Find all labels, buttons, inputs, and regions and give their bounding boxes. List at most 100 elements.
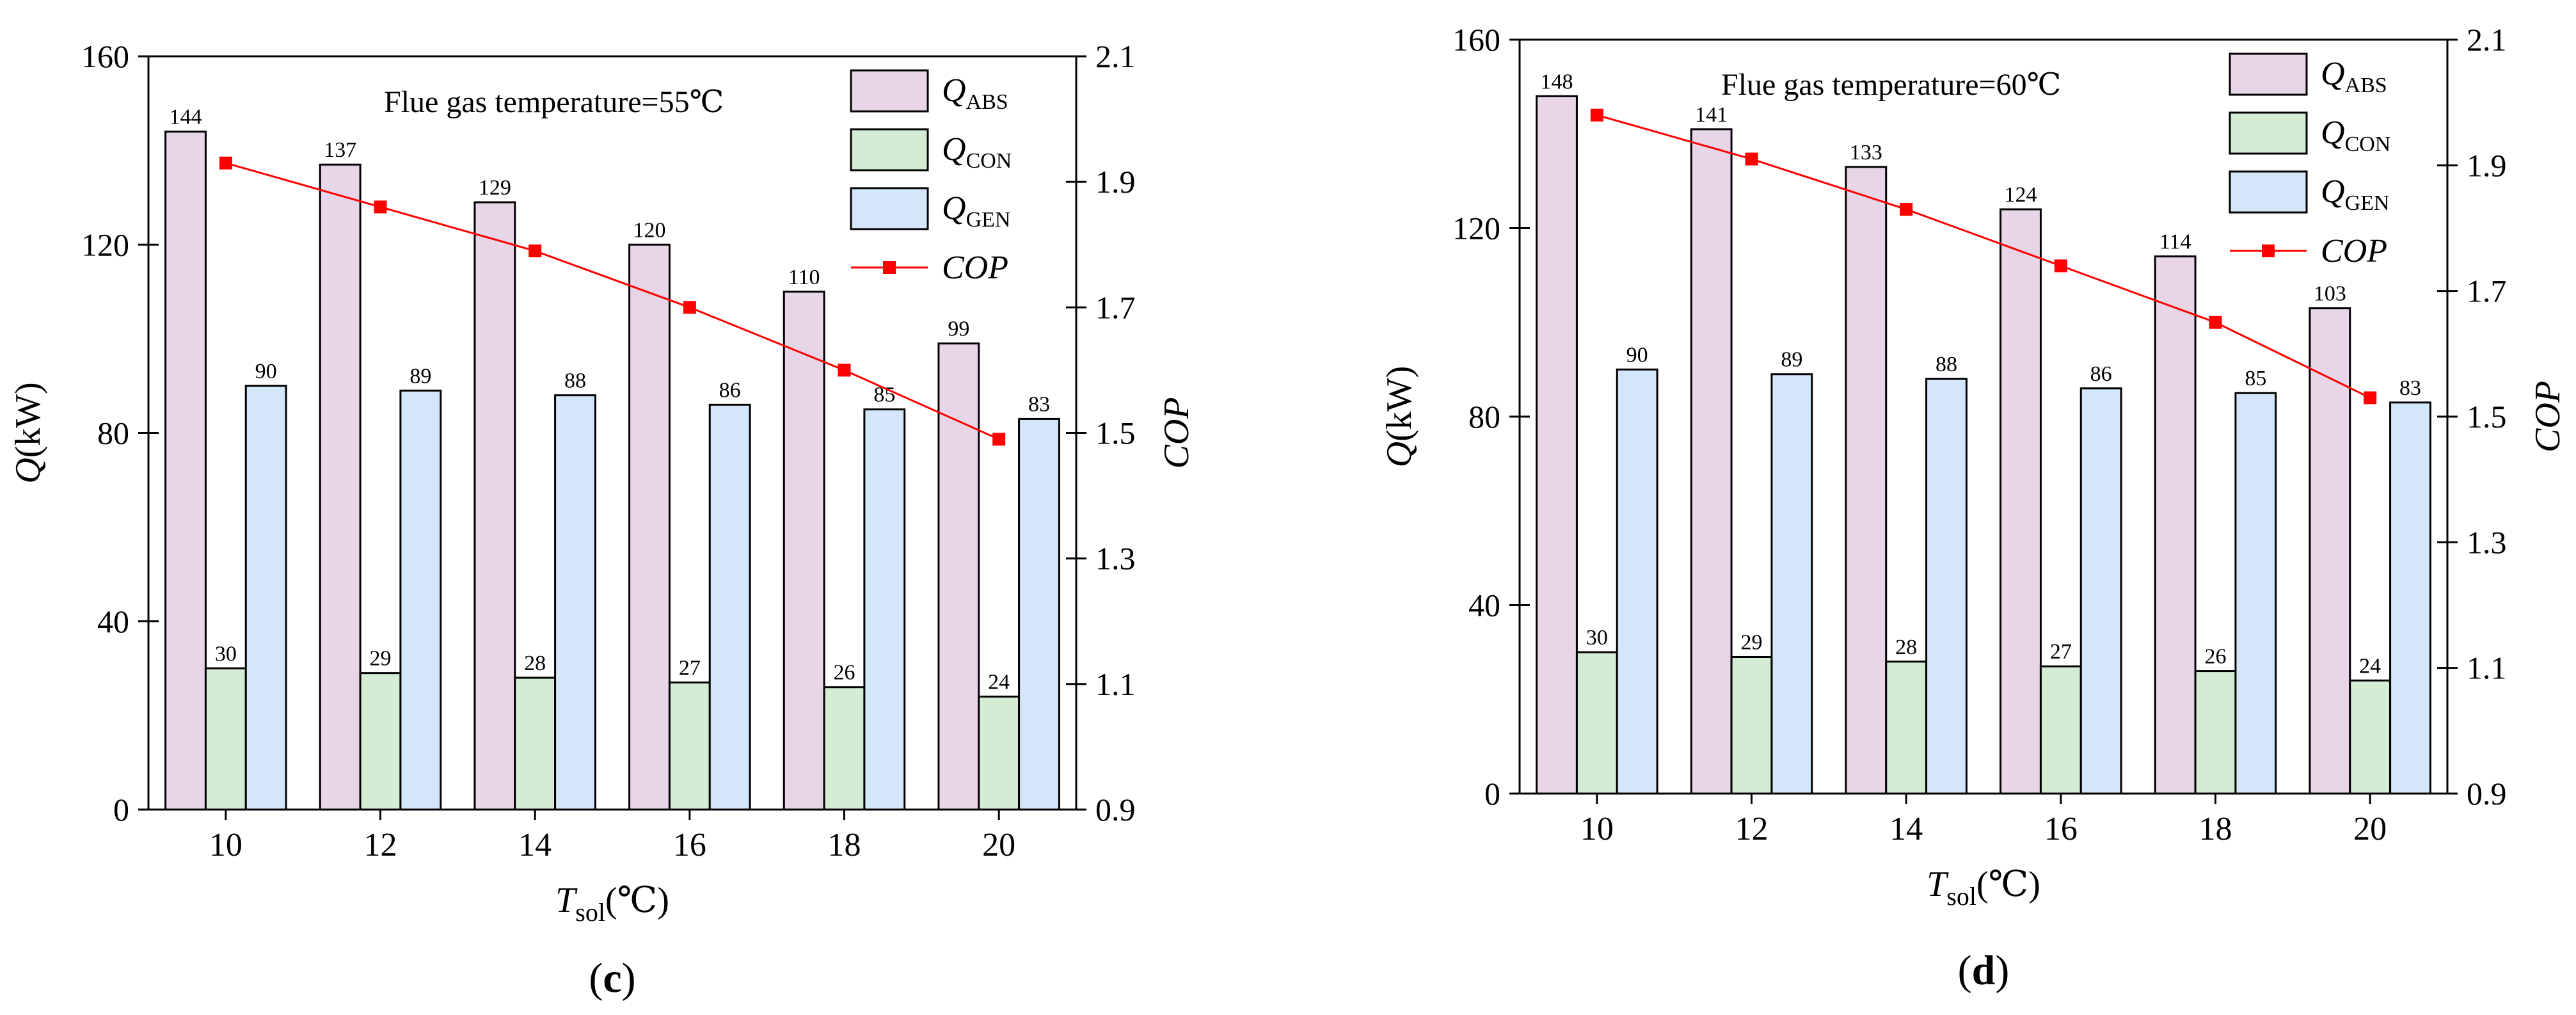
legend-label-sub: CON [966, 149, 1012, 173]
y-tick-label-right: 1.9 [2467, 147, 2507, 183]
data-label-con-18: 26 [834, 661, 855, 685]
data-label-con-20: 24 [2359, 654, 2381, 678]
bar-abs-10 [164, 131, 207, 811]
cop-marker-10 [219, 156, 232, 170]
bar-abs-18 [2154, 255, 2197, 795]
bar-con-12 [1730, 655, 1773, 795]
bar-gen-12 [1770, 373, 1813, 795]
bar-gen-20 [2389, 401, 2431, 795]
data-label-con-20: 24 [988, 670, 1010, 694]
data-label-gen-18: 85 [873, 383, 895, 407]
bar-gen-10 [1616, 368, 1658, 795]
bar-gen-18 [863, 408, 906, 811]
panel-label-letter: c [603, 955, 621, 1002]
cop-marker-16 [2054, 259, 2067, 273]
legend-swatch-con [2229, 111, 2308, 155]
legend-label-gen: QGEN [942, 190, 1010, 232]
y-axis-label-left-unit: (kW) [8, 382, 48, 458]
bar-con-18 [823, 686, 866, 811]
x-tick-label: 10 [1580, 811, 1614, 847]
x-axis-label-sub: sol [575, 898, 605, 927]
legend-label-sub: ABS [966, 90, 1008, 114]
cop-marker-20 [2364, 391, 2377, 404]
data-label-gen-16: 86 [719, 378, 741, 402]
y-tick-label-left: 40 [1468, 587, 1500, 623]
bar-abs-16 [628, 243, 671, 811]
bar-gen-10 [244, 385, 287, 811]
legend-label-sub: GEN [2345, 191, 2390, 215]
legend-label-cop: COP [2321, 233, 2387, 269]
legend-label-cop: COP [942, 250, 1008, 286]
legend-label-main: Q [2321, 173, 2345, 210]
cop-marker-12 [374, 200, 387, 214]
data-label-abs-14: 129 [479, 176, 511, 200]
x-tick-label: 14 [1889, 811, 1923, 847]
bar-con-20 [978, 695, 1021, 811]
data-label-con-10: 30 [1586, 626, 1608, 650]
legend-label-gen: QGEN [2321, 173, 2389, 215]
data-label-gen-16: 86 [2090, 362, 2112, 386]
x-tick-label: 12 [364, 827, 397, 863]
x-axis-label: Tsol(℃) [1927, 865, 2040, 911]
y-tick-label-left: 40 [97, 603, 129, 639]
data-label-gen-10: 90 [255, 360, 277, 383]
legend-swatch-con [850, 128, 929, 172]
data-label-gen-14: 88 [564, 369, 586, 393]
data-label-gen-20: 83 [1028, 392, 1050, 416]
legend-label-sub: CON [2345, 132, 2391, 156]
x-tick-label: 16 [673, 827, 706, 863]
panel-label-close: ) [622, 955, 636, 1002]
legend-label-main: Q [2321, 56, 2345, 92]
bar-gen-14 [1925, 378, 1968, 795]
bar-abs-16 [2000, 208, 2042, 795]
data-label-con-12: 29 [1741, 630, 1763, 654]
data-label-abs-18: 114 [2159, 230, 2191, 254]
y-tick-label-right: 1.1 [1095, 666, 1136, 702]
data-label-abs-16: 124 [2005, 183, 2037, 207]
bar-gen-14 [554, 394, 596, 811]
panel-label-open: ( [1958, 947, 1972, 994]
chart-panel-d: 148 141 133 124 114 103 30 29 28 27 26 24 90 89 88 86 85… [1379, 22, 2568, 994]
panel-label: (c) [589, 955, 635, 1002]
y-axis-label-left-main: Q [8, 458, 48, 483]
data-label-abs-12: 141 [1695, 103, 1728, 127]
cop-marker-14 [1900, 203, 1913, 216]
y-axis-label-left-main: Q [1379, 442, 1419, 467]
bar-con-18 [2194, 670, 2237, 795]
x-tick-label: 18 [828, 827, 861, 863]
y-tick-label-left: 0 [113, 792, 129, 827]
legend-label-sub: GEN [966, 208, 1011, 232]
panel-label-letter: d [1972, 947, 1996, 994]
y-tick-label-left: 160 [81, 38, 129, 74]
x-axis-label-main: T [555, 881, 578, 920]
data-label-abs-18: 110 [788, 266, 820, 289]
legend-swatch-gen [850, 187, 929, 230]
x-axis-label-sub: sol [1946, 882, 1976, 911]
data-label-con-16: 27 [2050, 640, 2072, 664]
data-label-con-16: 27 [679, 656, 701, 680]
bar-gen-16 [2079, 387, 2122, 795]
data-label-abs-12: 137 [324, 138, 356, 162]
panel-label: (d) [1958, 947, 2010, 994]
y-tick-label-right: 1.9 [1095, 164, 1136, 200]
y-tick-label-left: 120 [81, 227, 129, 262]
x-axis-label-unit: (℃) [605, 881, 669, 920]
cop-marker-12 [1745, 152, 1758, 166]
bar-con-10 [1575, 651, 1618, 795]
x-tick-label: 16 [2044, 811, 2078, 847]
data-label-abs-10: 148 [1541, 70, 1573, 93]
bar-abs-14 [473, 201, 516, 811]
x-tick-label: 20 [2353, 811, 2387, 847]
bar-abs-10 [1536, 95, 1578, 795]
y-tick-label-left: 120 [1452, 211, 1500, 246]
data-label-con-18: 26 [2205, 645, 2227, 669]
bar-abs-20 [937, 342, 980, 811]
x-tick-label: 20 [982, 827, 1015, 863]
data-label-con-12: 29 [370, 647, 392, 671]
y-axis-label-left: Q(kW) [1379, 366, 1419, 468]
y-tick-label-left: 0 [1484, 776, 1500, 811]
legend-label-abs: QABS [2321, 56, 2387, 97]
y-tick-label-right: 1.3 [1095, 541, 1136, 577]
bar-abs-20 [2309, 307, 2351, 795]
